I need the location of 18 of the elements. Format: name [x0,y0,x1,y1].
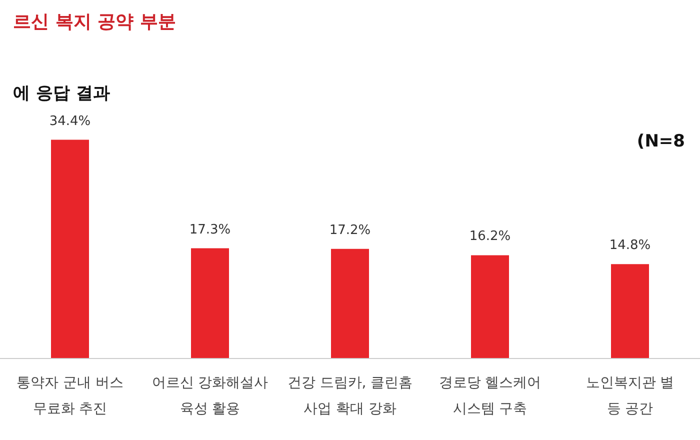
bar [51,140,89,358]
bar [471,255,509,358]
x-tick-label: 경로당 헬스케어 시스템 구축 [438,375,542,417]
data-label: 14.8% [609,238,651,254]
data-label: 16.2% [469,229,511,244]
chart-subtitle: 에 응답 결과 [13,84,110,104]
x-tick-label: 노인복지관 별 등 공간 [586,375,674,417]
chart-title: 르신 복지 공약 부분 [13,12,176,32]
x-tick-label: 건강 드림카, 클린홈 사업 확대 강화 [287,375,413,417]
annotation: (N=8 [636,132,686,152]
bar [191,248,229,358]
data-label: 17.2% [329,222,371,238]
data-label: 34.4% [49,114,91,129]
bar [611,264,649,358]
bar [331,248,369,358]
x-tick-label: 통약자 군내 버스 무료화 추진 [16,375,124,417]
data-label: 17.3% [189,222,231,238]
x-tick-label: 어르신 강화해설사 육성 활용 [152,375,268,417]
